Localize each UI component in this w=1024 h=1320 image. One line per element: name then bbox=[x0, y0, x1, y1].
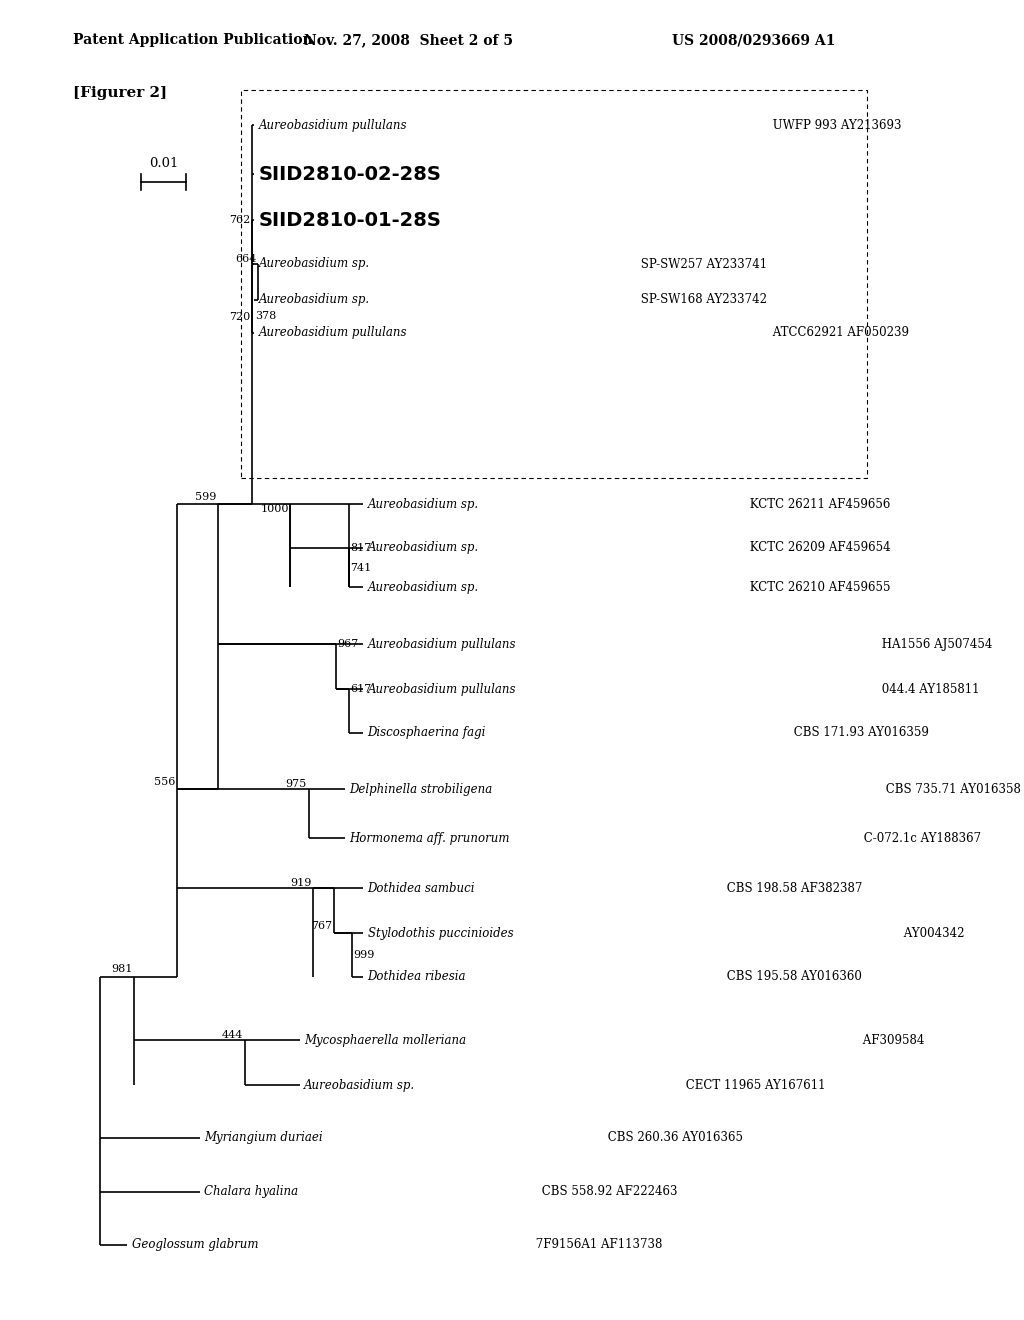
Text: 1000: 1000 bbox=[260, 504, 289, 515]
Text: Geoglossum glabrum: Geoglossum glabrum bbox=[132, 1238, 258, 1251]
Text: Dothidea ribesia: Dothidea ribesia bbox=[368, 970, 466, 983]
Text: KCTC 26209 AF459654: KCTC 26209 AF459654 bbox=[745, 541, 890, 554]
Text: CBS 195.58 AY016360: CBS 195.58 AY016360 bbox=[724, 970, 862, 983]
Text: 741: 741 bbox=[350, 562, 372, 573]
Text: Delphinella strobiligena: Delphinella strobiligena bbox=[349, 783, 493, 796]
Text: 7F9156A1 AF113738: 7F9156A1 AF113738 bbox=[531, 1238, 662, 1251]
Text: KCTC 26210 AF459655: KCTC 26210 AF459655 bbox=[745, 581, 890, 594]
Text: Aureobasidium sp.: Aureobasidium sp. bbox=[259, 257, 370, 271]
Text: Aureobasidium sp.: Aureobasidium sp. bbox=[368, 581, 479, 594]
Text: CBS 171.93 AY016359: CBS 171.93 AY016359 bbox=[790, 726, 929, 739]
Text: Aureobasidium pullulans: Aureobasidium pullulans bbox=[368, 638, 516, 651]
Text: Patent Application Publication: Patent Application Publication bbox=[73, 33, 312, 48]
Text: CBS 198.58 AF382387: CBS 198.58 AF382387 bbox=[724, 882, 863, 895]
Text: Aureobasidium pullulans: Aureobasidium pullulans bbox=[368, 682, 516, 696]
Text: SIID2810-01-28S: SIID2810-01-28S bbox=[259, 211, 441, 230]
Text: UWFP 993 AY213693: UWFP 993 AY213693 bbox=[769, 119, 901, 132]
Text: US 2008/0293669 A1: US 2008/0293669 A1 bbox=[672, 33, 836, 48]
Text: Myriangium duriaei: Myriangium duriaei bbox=[204, 1131, 323, 1144]
Text: 044.4 AY185811: 044.4 AY185811 bbox=[878, 682, 979, 696]
Text: CBS 558.92 AF222463: CBS 558.92 AF222463 bbox=[538, 1185, 678, 1199]
Text: AY004342: AY004342 bbox=[900, 927, 965, 940]
Text: Mycosphaerella molleriana: Mycosphaerella molleriana bbox=[304, 1034, 466, 1047]
Text: 975: 975 bbox=[286, 779, 307, 789]
Text: 767: 767 bbox=[311, 920, 332, 931]
Text: KCTC 26211 AF459656: KCTC 26211 AF459656 bbox=[745, 498, 890, 511]
Text: 817: 817 bbox=[350, 543, 372, 553]
Text: Chalara hyalina: Chalara hyalina bbox=[204, 1185, 298, 1199]
Text: 378: 378 bbox=[255, 312, 276, 321]
Text: SP-SW257 AY233741: SP-SW257 AY233741 bbox=[637, 257, 767, 271]
Text: Hormonema aff. prunorum: Hormonema aff. prunorum bbox=[349, 832, 510, 845]
Text: Aureobasidium sp.: Aureobasidium sp. bbox=[368, 498, 479, 511]
Text: CBS 260.36 AY016365: CBS 260.36 AY016365 bbox=[604, 1131, 743, 1144]
Text: 999: 999 bbox=[353, 950, 375, 960]
Text: [Figurer 2]: [Figurer 2] bbox=[73, 86, 167, 100]
Text: ATCC62921 AF050239: ATCC62921 AF050239 bbox=[769, 326, 909, 339]
Text: 444: 444 bbox=[222, 1030, 244, 1040]
Text: Aureobasidium sp.: Aureobasidium sp. bbox=[304, 1078, 416, 1092]
Text: HA1556 AJ507454: HA1556 AJ507454 bbox=[878, 638, 992, 651]
Text: 556: 556 bbox=[154, 776, 175, 787]
Text: Aureobasidium pullulans: Aureobasidium pullulans bbox=[259, 326, 408, 339]
Text: 981: 981 bbox=[112, 964, 132, 974]
Text: 967: 967 bbox=[337, 639, 358, 649]
Text: CBS 735.71 AY016358: CBS 735.71 AY016358 bbox=[882, 783, 1021, 796]
Text: 919: 919 bbox=[290, 878, 311, 888]
Text: 762: 762 bbox=[229, 215, 251, 226]
Text: SIID2810-02-28S: SIID2810-02-28S bbox=[259, 165, 441, 183]
Text: 617: 617 bbox=[350, 684, 372, 694]
Text: Aureobasidium sp.: Aureobasidium sp. bbox=[259, 293, 370, 306]
Text: Aureobasidium sp.: Aureobasidium sp. bbox=[368, 541, 479, 554]
Text: 664: 664 bbox=[236, 253, 257, 264]
Text: Aureobasidium pullulans: Aureobasidium pullulans bbox=[259, 119, 408, 132]
Text: AF309584: AF309584 bbox=[858, 1034, 924, 1047]
Text: Nov. 27, 2008  Sheet 2 of 5: Nov. 27, 2008 Sheet 2 of 5 bbox=[304, 33, 513, 48]
Text: 720: 720 bbox=[229, 312, 251, 322]
Text: CECT 11965 AY167611: CECT 11965 AY167611 bbox=[682, 1078, 825, 1092]
Text: Dothidea sambuci: Dothidea sambuci bbox=[368, 882, 475, 895]
Text: 0.01: 0.01 bbox=[148, 157, 178, 170]
Text: SP-SW168 AY233742: SP-SW168 AY233742 bbox=[637, 293, 767, 306]
Text: C-072.1c AY188367: C-072.1c AY188367 bbox=[860, 832, 981, 845]
Text: Discosphaerina fagi: Discosphaerina fagi bbox=[368, 726, 486, 739]
Text: Stylodothis puccinioides: Stylodothis puccinioides bbox=[368, 927, 513, 940]
Text: 599: 599 bbox=[195, 491, 216, 502]
